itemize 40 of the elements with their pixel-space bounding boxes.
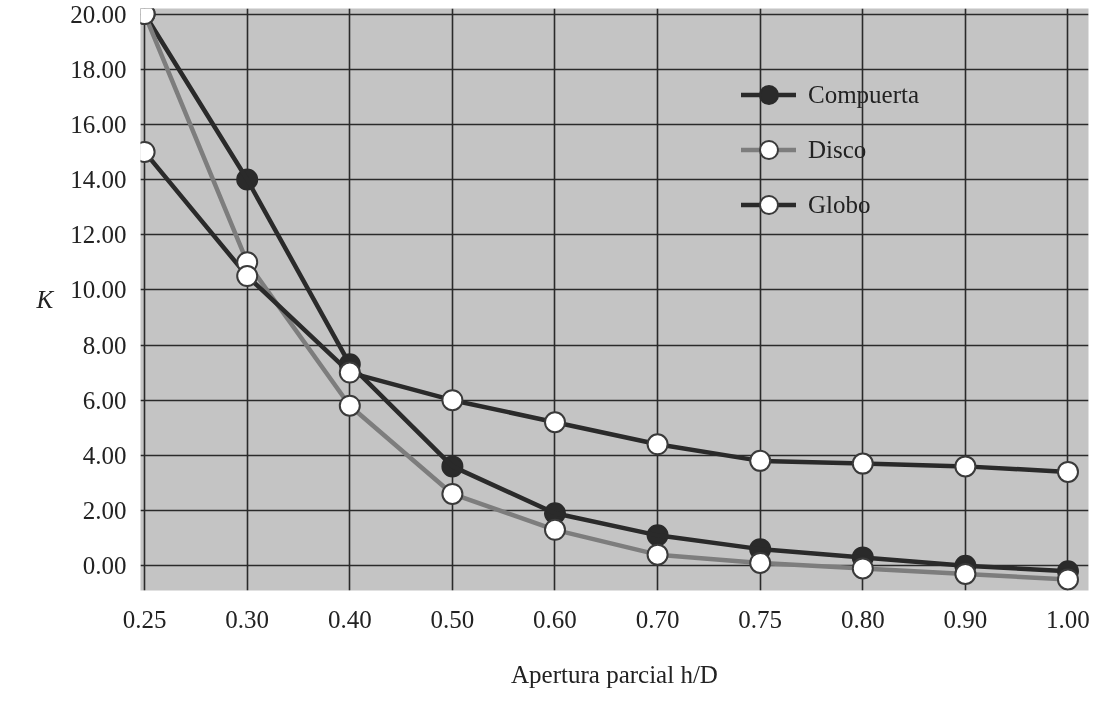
point [954,562,977,585]
point [1056,568,1079,591]
x-axis-title: Apertura parcial h/D [511,660,718,688]
x-tick-label: 0.25 [122,605,167,633]
y-tick-label: 10.00 [70,276,127,304]
point [851,452,874,475]
x-tick-label: 0.75 [738,605,783,633]
point [1056,460,1079,483]
x-tick-label: 0.90 [943,605,988,633]
x-tick-label: 0.80 [840,605,885,633]
y-tick-label: 16.00 [70,110,127,138]
point [749,551,772,574]
x-tick-label: 0.50 [430,605,475,633]
point [954,455,977,478]
y-tick-label: 2.00 [82,497,127,525]
x-tick-label: 0.30 [225,605,270,633]
y-tick-label: 18.00 [70,55,127,83]
point [441,482,464,505]
point [543,411,566,434]
x-tick-label: 0.70 [635,605,680,633]
x-tick-label: 0.60 [533,605,577,633]
point [543,518,566,541]
y-tick-label: 0.00 [82,552,127,580]
y-tick-label: 20.00 [70,0,127,28]
y-tick-label: 14.00 [70,166,127,194]
x-tick-label: 0.40 [327,605,372,633]
point [338,361,361,384]
point [851,557,874,580]
y-axis-title: K [35,286,55,313]
point [338,394,361,417]
y-tick-label: 8.00 [82,331,127,359]
point [441,389,464,412]
point [646,543,669,566]
point [749,449,772,472]
point [646,433,669,456]
y-tick-label: 6.00 [82,386,127,414]
point [236,265,259,288]
x-tick-label: 1.00 [1046,605,1090,633]
y-tick-label: 12.00 [70,221,127,249]
y-tick-label: 4.00 [82,441,127,469]
